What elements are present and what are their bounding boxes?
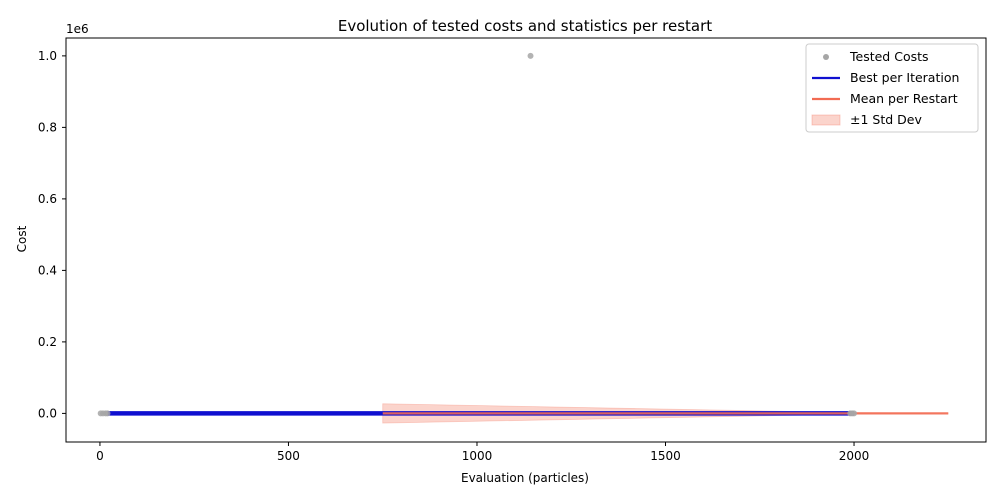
legend-swatch-tested [823,54,829,60]
y-axis: 0.0 0.2 0.4 0.6 0.8 1.0 [38,49,66,420]
axes-frame [65,37,987,443]
x-tick-label: 1000 [462,449,493,463]
plot-area [65,37,987,443]
x-tick-label: 0 [96,449,104,463]
legend-label: Mean per Restart [850,91,958,106]
x-tick-label: 500 [277,449,300,463]
legend-label: Best per Iteration [850,70,959,85]
tested-cost-point [527,52,534,59]
x-axis-label: Evaluation (particles) [461,471,589,485]
x-axis: 0 500 1000 1500 2000 [96,442,869,463]
legend-label: Tested Costs [849,49,929,64]
x-tick-label: 1500 [650,449,681,463]
y-tick-label: 0.0 [38,406,57,420]
tested-cost-point [104,410,111,417]
x-tick-label: 2000 [839,449,870,463]
legend: Tested Costs Best per Iteration Mean per R… [805,43,979,133]
y-offset-label: 1e6 [66,22,89,36]
tested-cost-point [851,410,858,417]
y-tick-label: 1.0 [38,49,57,63]
y-axis-label: Cost [15,225,29,252]
y-tick-label: 0.4 [38,263,57,277]
legend-box [805,43,979,133]
y-tick-label: 0.2 [38,335,57,349]
y-tick-label: 0.6 [38,192,57,206]
y-tick-label: 0.8 [38,120,57,134]
chart-title: Evolution of tested costs and statistics… [338,17,712,35]
legend-label: ±1 Std Dev [850,112,922,127]
legend-swatch-band [811,114,841,126]
